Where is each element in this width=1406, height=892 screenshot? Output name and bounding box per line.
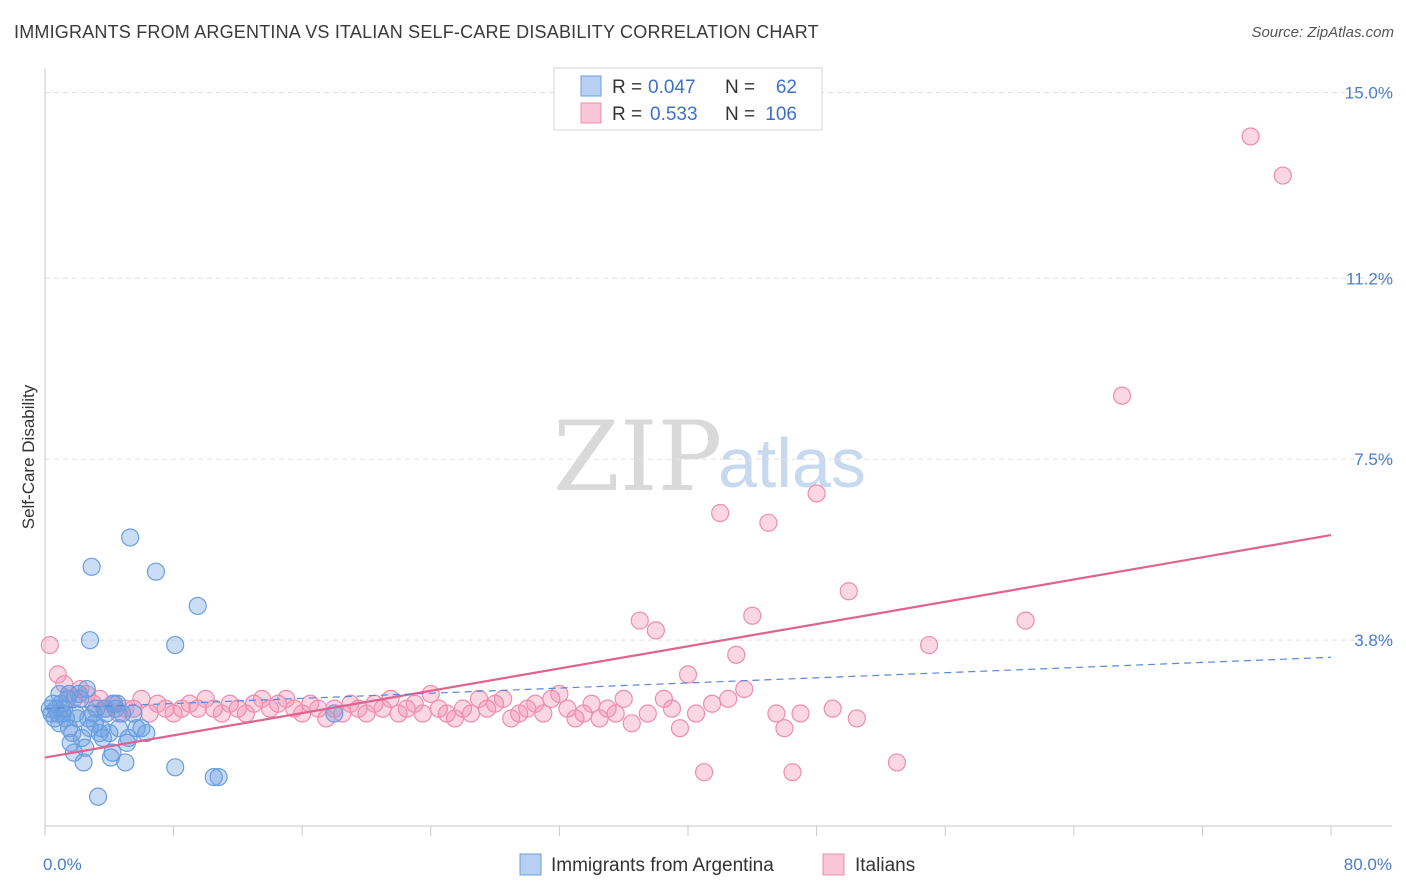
argentina-point — [77, 679, 96, 699]
grid-lines — [45, 91, 1392, 641]
italians-point — [791, 704, 810, 723]
stats-n-label-argentina: N = — [725, 77, 755, 98]
argentina-point — [204, 767, 223, 787]
argentina-point — [103, 743, 122, 762]
argentina-point — [166, 635, 185, 655]
watermark-atlas: atlas — [718, 424, 866, 502]
argentina-point — [60, 684, 79, 704]
argentina-point — [137, 723, 156, 743]
italians-point — [630, 611, 649, 630]
italians-point — [40, 635, 59, 655]
italians-point — [1112, 386, 1132, 405]
series-italians — [40, 127, 1292, 782]
italians-point — [646, 621, 665, 640]
legend-label-argentina: Immigrants from Argentina — [551, 855, 774, 876]
argentina-point — [108, 694, 127, 713]
italians-point — [413, 704, 432, 723]
argentina-point — [50, 684, 69, 704]
italians-point — [775, 719, 794, 738]
italians-point — [614, 689, 633, 708]
y-axis-label: Self-Care Disability — [19, 384, 38, 529]
italians-point — [48, 665, 67, 684]
argentina-point — [82, 557, 101, 576]
legend: Immigrants from Argentina Italians — [519, 853, 915, 876]
italians-point — [887, 753, 907, 772]
italians-point — [711, 503, 730, 523]
argentina-point — [146, 562, 166, 581]
italians-point — [703, 694, 722, 713]
stats-swatch-argentina — [580, 75, 602, 97]
italians-point — [847, 709, 866, 728]
chart-title: IMMIGRANTS FROM ARGENTINA VS ITALIAN SEL… — [14, 22, 819, 42]
italians-point — [759, 513, 778, 532]
x-tick-label-min: 0.0% — [43, 855, 82, 874]
italians-point — [719, 689, 738, 708]
italians-point — [767, 704, 786, 723]
y-tick-label: 11.2% — [1346, 269, 1393, 288]
legend-swatch-italians — [822, 853, 845, 876]
stats-n-label-italians: N = — [725, 104, 755, 125]
italians-point — [550, 684, 569, 704]
italians-point — [783, 763, 802, 782]
argentina-point — [74, 753, 93, 772]
italians-point — [662, 699, 682, 718]
italians-point — [743, 606, 762, 625]
italians-point — [1241, 127, 1260, 146]
argentina-point — [76, 738, 95, 757]
stats-swatch-italians — [580, 102, 602, 124]
x-tick-label-max: 80.0% — [1344, 855, 1392, 874]
y-tick-label: 3.8% — [1354, 631, 1393, 650]
series-argentina — [40, 528, 344, 806]
chart-source: Source: ZipAtlas.com — [1251, 24, 1394, 41]
stats-r-italians: 0.533 — [650, 104, 698, 125]
italians-point — [839, 582, 858, 601]
argentina-point — [80, 631, 100, 650]
y-tick-labels: 3.8% 7.5% 11.2% 15.0% — [1345, 83, 1393, 650]
legend-label-italians: Italians — [855, 855, 915, 876]
stats-r-argentina: 0.047 — [648, 77, 696, 98]
legend-swatch-argentina — [519, 853, 542, 876]
italians-point — [727, 645, 746, 664]
argentina-point — [100, 723, 119, 743]
stats-n-italians: 106 — [765, 104, 797, 125]
italians-point — [920, 635, 939, 655]
italians-point — [534, 704, 553, 723]
italians-point — [807, 484, 826, 503]
italians-point — [606, 704, 625, 723]
italians-point — [686, 704, 706, 723]
y-tick-label: 7.5% — [1354, 450, 1393, 469]
argentina-point — [209, 767, 228, 787]
trend-line-italians — [44, 533, 1332, 759]
stats-n-argentina: 62 — [776, 77, 797, 98]
watermark-zip: ZIP — [553, 401, 722, 513]
italians-point — [1273, 166, 1292, 185]
argentina-point — [88, 787, 108, 806]
argentina-point — [121, 528, 140, 547]
italians-point — [823, 699, 842, 718]
italians-point — [638, 704, 657, 723]
italians-point — [622, 714, 641, 733]
stats-r-label-argentina: R = — [612, 77, 642, 98]
italians-point — [694, 763, 714, 782]
italians-point — [670, 719, 690, 738]
x-tick-marks — [44, 826, 1332, 836]
argentina-point — [63, 723, 82, 743]
stats-r-label-italians: R = — [612, 104, 642, 125]
argentina-point — [166, 758, 185, 777]
italians-point — [735, 679, 754, 699]
y-tick-label: 15.0% — [1345, 83, 1393, 102]
argentina-point — [116, 753, 135, 772]
argentina-point — [109, 719, 129, 738]
stats-box: R = 0.047 N = 62 R = 0.533 N = 106 — [553, 67, 823, 131]
argentina-point — [71, 689, 90, 708]
italians-point — [1016, 611, 1035, 630]
argentina-point — [188, 596, 207, 616]
trend-line-argentina — [44, 656, 1332, 710]
italians-point — [494, 689, 513, 708]
trend-lines — [44, 533, 1332, 759]
italians-point — [678, 665, 698, 684]
